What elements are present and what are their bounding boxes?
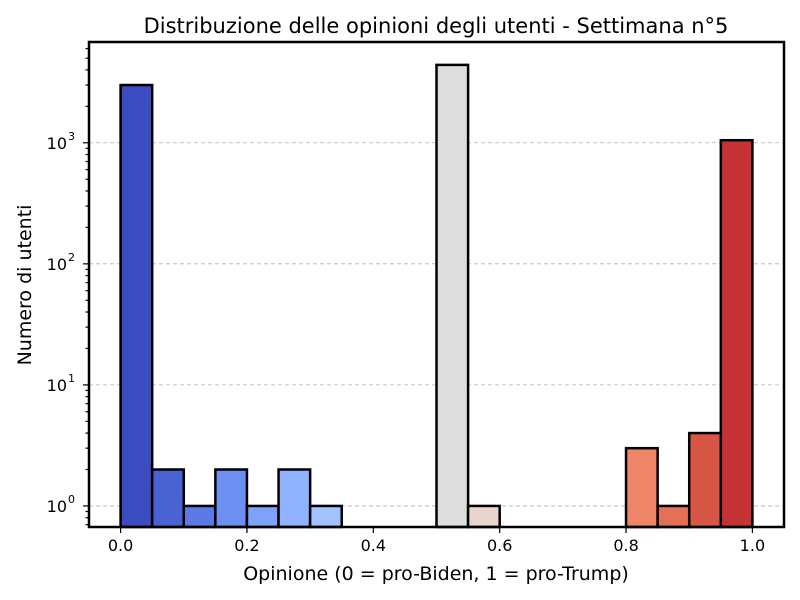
histogram-bar: [150, 468, 186, 529]
histogram-bar: [182, 504, 217, 529]
y-tick-label: 10: [47, 376, 67, 395]
histogram-bar: [656, 504, 691, 529]
y-tick-label: 10: [47, 255, 67, 274]
x-tick-label: 0.2: [234, 536, 259, 555]
histogram-bar: [245, 504, 280, 529]
x-tick-label: 1.0: [740, 536, 765, 555]
x-tick-label: 0.8: [613, 536, 638, 555]
y-tick-label: 10: [47, 497, 67, 516]
histogram-bar: [719, 138, 754, 529]
y-tick-label-exponent: 3: [68, 130, 75, 143]
histogram-bar: [277, 468, 312, 529]
y-tick-label-exponent: 0: [68, 493, 75, 506]
histogram-bar: [624, 446, 659, 529]
histogram-bar: [466, 504, 501, 529]
chart-title: Distribuzione delle opinioni degli utent…: [144, 14, 729, 38]
histogram-bar: [687, 431, 723, 529]
histogram-bars: [119, 63, 754, 529]
histogram-bar: [119, 83, 154, 529]
histogram-bar: [308, 504, 343, 529]
histogram-bar: [214, 468, 249, 529]
y-axis-label: Numero di utenti: [14, 205, 36, 366]
y-tick-label-exponent: 2: [68, 251, 75, 264]
x-tick-label: 0.6: [487, 536, 512, 555]
x-tick-label: 0.0: [108, 536, 133, 555]
plot-frame: [87, 40, 786, 529]
y-tick-label-exponent: 1: [68, 372, 75, 385]
x-tick-label: 0.4: [361, 536, 386, 555]
histogram-bar: [435, 63, 470, 529]
y-tick-label: 10: [47, 134, 67, 153]
x-axis-label: Opinione (0 = pro-Biden, 1 = pro-Trump): [243, 563, 629, 585]
